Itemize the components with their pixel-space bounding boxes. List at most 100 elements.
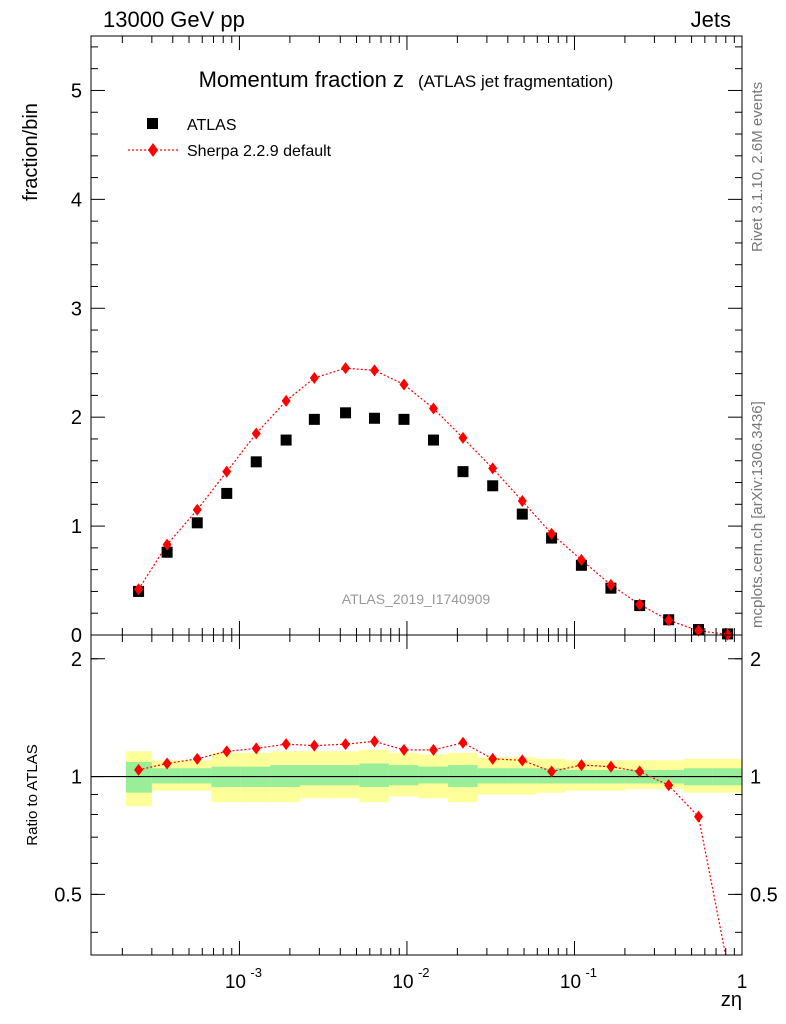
ratio-data-layer <box>91 735 742 971</box>
y-tick-label: 0 <box>71 625 82 647</box>
x-tick-label: 10 <box>560 972 581 993</box>
sherpa-ratio-point <box>369 735 379 748</box>
main-panel: 0 1 2 3 4 5 Momentum fraction z (ATLAS jet fr… <box>20 35 743 647</box>
x-tick-label-exponent: -1 <box>585 965 597 980</box>
atlas-data-point <box>191 517 203 529</box>
sherpa-point <box>606 578 616 591</box>
sherpa-ratio-point <box>606 760 616 773</box>
sherpa-ratio-point <box>134 763 144 776</box>
sherpa-ratio-point <box>428 743 438 756</box>
sherpa-ratio-point <box>458 736 468 749</box>
sherpa-point <box>369 364 379 377</box>
atlas-data-point <box>221 487 233 499</box>
sherpa-ratio-point <box>192 752 202 765</box>
sherpa-ratio-point <box>635 765 645 778</box>
sherpa-point <box>547 527 557 540</box>
ratio-panel: 10 -3 10 -2 10 -1 1 0.5 0.5 1 1 2 2 Ratio to ATLAS z… <box>24 634 778 1011</box>
sherpa-point <box>517 495 527 508</box>
sherpa-point <box>458 431 468 444</box>
sherpa-point <box>635 598 645 611</box>
sherpa-point <box>576 553 586 566</box>
legend-label-sherpa: Sherpa 2.2.9 default <box>187 143 332 160</box>
ratio-series-group <box>134 735 732 971</box>
uncertainty-band-inner <box>418 766 449 784</box>
x-tick-label-exponent: -2 <box>418 965 430 980</box>
y-tick-label: 4 <box>71 189 82 211</box>
uncertainty-band-inner <box>181 768 212 784</box>
main-data-layer <box>133 362 734 641</box>
ratio-y-axis-label: Ratio to ATLAS <box>24 744 41 845</box>
sherpa-point <box>192 503 202 516</box>
sherpa-point <box>664 614 674 627</box>
legend: ATLAS Sherpa 2.2.9 default <box>128 117 332 160</box>
sherpa-point <box>488 462 498 475</box>
legend-marker-atlas <box>147 118 158 129</box>
chart-title: Momentum fraction z <box>199 67 404 92</box>
atlas-data-point <box>368 412 380 424</box>
sherpa-ratio-point <box>576 759 586 772</box>
x-tick-label: 10 <box>392 972 413 993</box>
ratio-y-tick-label: 0.5 <box>54 884 82 906</box>
ratio-axes: 10 -3 10 -2 10 -1 1 0.5 0.5 1 1 2 2 <box>54 635 778 993</box>
sherpa-ratio-point <box>547 765 557 778</box>
x-axis-label: zη <box>721 989 742 1011</box>
source-label: mcplots.cern.ch [arXiv:1306.3436] <box>749 401 766 628</box>
ratio-frame <box>90 634 743 956</box>
sherpa-point <box>162 538 172 551</box>
atlas-data-point <box>161 546 173 558</box>
sherpa-ratio-point <box>251 742 261 755</box>
sherpa-ratio-point <box>281 738 291 751</box>
sherpa-point <box>399 378 409 391</box>
sherpa-point <box>341 362 351 375</box>
sherpa-ratio-point <box>341 738 351 751</box>
y-tick-label: 3 <box>71 298 82 320</box>
y-tick-label: 5 <box>71 80 82 102</box>
uncertainty-band-inner <box>388 765 419 786</box>
uncertainty-band-inner <box>151 768 182 784</box>
legend-marker-sherpa <box>148 143 158 157</box>
legend-label-atlas: ATLAS <box>187 117 237 134</box>
sherpa-ratio-point <box>488 752 498 765</box>
uncertainty-band-inner <box>507 768 537 784</box>
y-tick-label: 1 <box>71 516 82 538</box>
atlas-data-point <box>457 466 469 478</box>
uncertainty-band-inner <box>359 763 389 788</box>
atlas-data-point <box>308 413 320 425</box>
sherpa-point <box>309 371 319 384</box>
category-label: Jets <box>691 7 731 32</box>
x-tick-label: 10 <box>225 972 246 993</box>
x-tick-label-exponent: -3 <box>250 965 262 980</box>
sherpa-point <box>222 465 232 478</box>
ratio-y-tick-label: 2 <box>71 649 82 671</box>
sherpa-point <box>694 624 704 637</box>
uncertainty-band-inner <box>329 765 360 786</box>
sherpa-ratio-point <box>162 757 172 770</box>
sherpa-ratio-point <box>723 959 732 971</box>
atlas-data-point <box>516 508 528 520</box>
ratio-y-tick-label: 1 <box>71 767 82 789</box>
uncertainty-band-inner <box>477 768 508 784</box>
sherpa-ratio-point <box>517 754 527 767</box>
atlas-data-point <box>427 434 439 446</box>
rivet-version-label: Rivet 3.1.10, 2.6M events <box>749 82 766 252</box>
energy-label: 13000 GeV pp <box>103 7 245 32</box>
sherpa-point <box>134 583 144 596</box>
ratio-y-tick-label-right: 2 <box>750 649 761 671</box>
analysis-label: ATLAS_2019_I1740909 <box>342 591 491 607</box>
atlas-data-point <box>280 434 292 446</box>
chart-subtitle: (ATLAS jet fragmentation) <box>418 72 613 91</box>
y-axis-label: fraction/bin <box>20 103 42 201</box>
atlas-data-point <box>250 456 262 468</box>
atlas-data-point <box>340 407 352 419</box>
sherpa-ratio-point <box>399 743 409 756</box>
sherpa-ratio-point <box>664 779 674 792</box>
uncertainty-band-inner <box>300 765 330 786</box>
atlas-data-point <box>487 480 499 492</box>
sherpa-ratio-point <box>222 745 232 758</box>
atlas-data-point <box>398 413 410 425</box>
main-axes: 0 1 2 3 4 5 <box>71 36 743 647</box>
sherpa-ratio-point <box>309 739 319 752</box>
ratio-y-tick-label-right: 1 <box>750 767 761 789</box>
sherpa-ratio-point <box>694 810 704 823</box>
